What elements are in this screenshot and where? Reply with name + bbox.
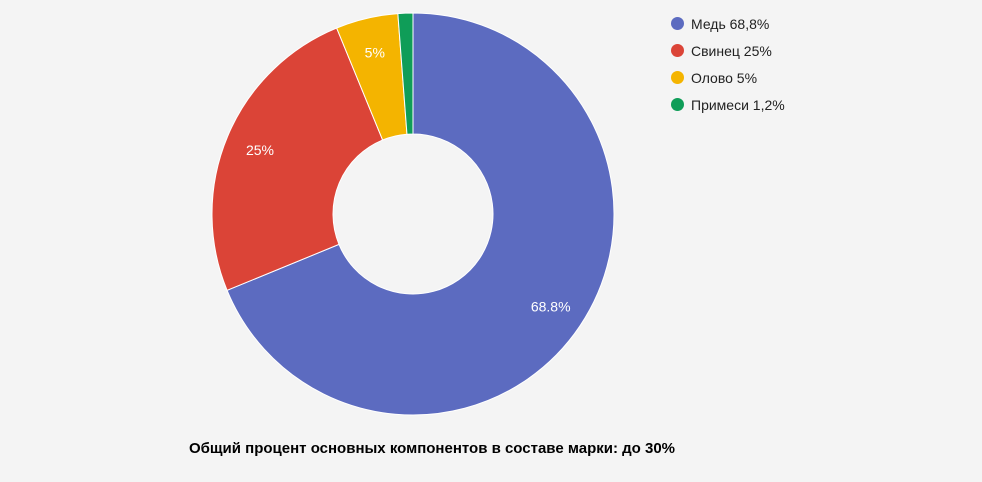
- slice-tin-label: 5%: [365, 45, 385, 61]
- slice-copper-label: 68.8%: [531, 298, 571, 314]
- slice-impurities[interactable]: [397, 12, 414, 135]
- legend-item-copper-label: Медь 68,8%: [691, 15, 770, 32]
- chart-legend: Медь 68,8% Свинец 25% Олово 5% Примеси 1,2%: [671, 15, 785, 113]
- legend-item-tin[interactable]: Олово 5%: [671, 69, 785, 86]
- legend-item-copper[interactable]: Медь 68,8%: [671, 15, 785, 32]
- legend-item-lead[interactable]: Свинец 25%: [671, 42, 785, 59]
- chart-caption: Общий процент основных компонентов в сос…: [188, 440, 676, 457]
- slice-copper[interactable]: [226, 12, 615, 416]
- legend-item-impurities-swatch-icon: [671, 98, 684, 111]
- legend-item-tin-label: Олово 5%: [691, 69, 758, 86]
- legend-item-lead-swatch-icon: [671, 44, 684, 57]
- legend-item-impurities-label: Примеси 1,2%: [691, 96, 785, 113]
- legend-item-tin-swatch-icon: [671, 71, 684, 84]
- slice-lead[interactable]: [211, 27, 384, 291]
- legend-item-copper-swatch-icon: [671, 17, 684, 30]
- legend-item-impurities[interactable]: Примеси 1,2%: [671, 96, 785, 113]
- slice-lead-label: 25%: [246, 142, 274, 158]
- legend-item-lead-label: Свинец 25%: [691, 42, 772, 59]
